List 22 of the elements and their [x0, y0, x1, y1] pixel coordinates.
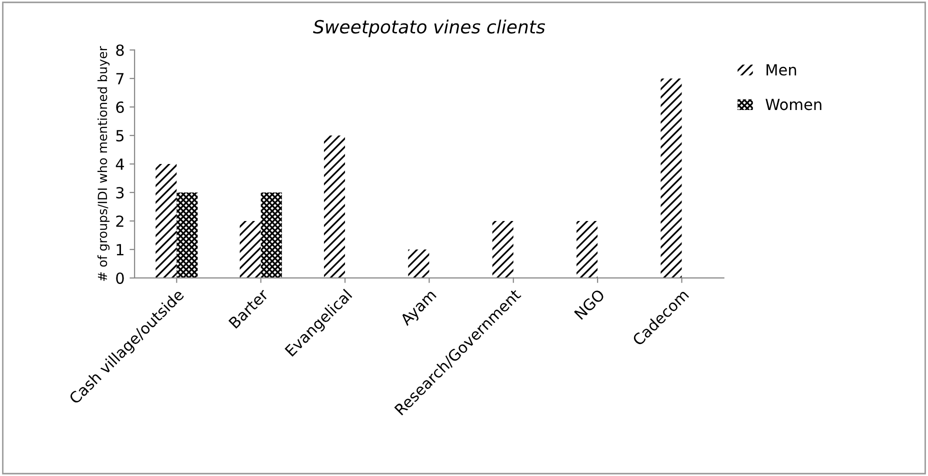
- bar: [260, 192, 282, 278]
- y-tick-label: 1: [116, 244, 124, 256]
- y-tick-label: 2: [116, 215, 124, 227]
- y-tick-label: 6: [116, 101, 124, 114]
- bar: [408, 249, 430, 278]
- chart-title: Sweetpotato vines clients: [313, 20, 546, 38]
- y-tick-label: 0: [116, 272, 124, 284]
- y-tick-label: 7: [116, 73, 124, 84]
- bar: [240, 220, 261, 278]
- bar: [324, 135, 346, 278]
- bar: [576, 220, 598, 278]
- bar: [660, 78, 682, 278]
- y-tick-label: 8: [116, 44, 124, 56]
- bar: [176, 192, 198, 278]
- bar: [492, 220, 514, 278]
- y-tick-label: 4: [116, 158, 124, 170]
- bar: [156, 164, 177, 278]
- y-axis-title: # of groups/IDI who mentioned buyer: [97, 46, 110, 281]
- legend-label: Men: [766, 64, 796, 76]
- y-tick-label: 5: [116, 130, 124, 142]
- y-tick-label: 3: [116, 186, 124, 199]
- legend-label: Women: [766, 98, 822, 110]
